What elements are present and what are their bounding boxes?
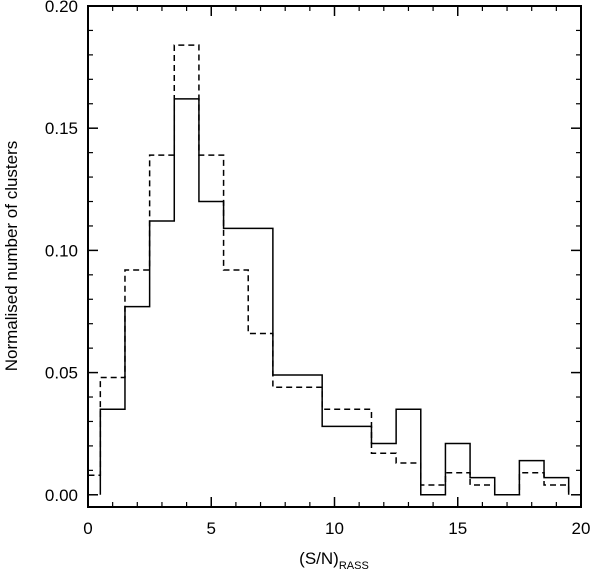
x-tick-label: 10 [325,519,344,538]
y-tick-label: 0.20 [45,0,78,16]
y-tick-label: 0.05 [45,364,78,383]
x-tick-label: 20 [572,519,591,538]
histogram-solid [99,98,570,496]
plot-layer [87,44,570,496]
x-axis-label-subscript: RASS [339,560,369,572]
y-tick-label: 0.00 [45,486,78,505]
y-tick-label: 0.10 [45,241,78,260]
plot-frame [87,5,582,508]
histogram-dashed [87,44,570,496]
x-tick-label: 0 [83,519,92,538]
x-tick-label: 15 [448,519,467,538]
y-axis-label: Normalised number of clusters [2,141,21,372]
x-tick-label: 5 [207,519,216,538]
x-axis-label: (S/N)RASS [299,549,369,572]
axes-layer: 0 5 10 15 20 0.00 0.05 0.10 0.15 0.20 [45,0,591,538]
x-axis-label-main: (S/N) [299,549,339,568]
y-tick-label: 0.15 [45,119,78,138]
